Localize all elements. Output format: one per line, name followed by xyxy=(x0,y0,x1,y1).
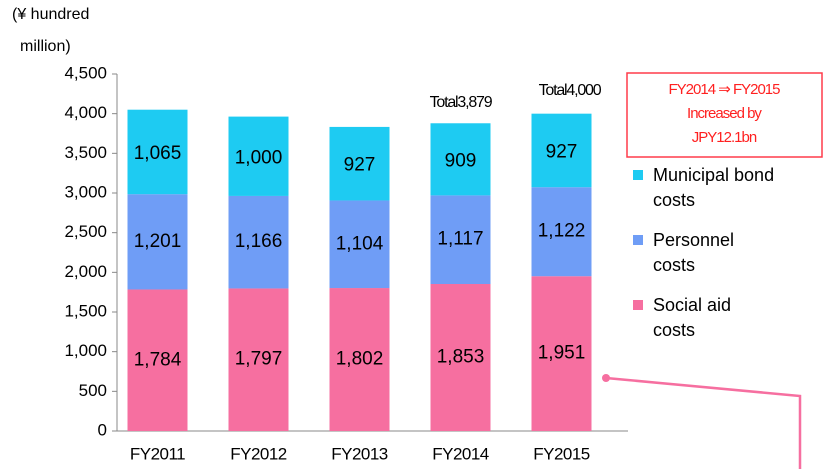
x-tick-label: FY2015 xyxy=(533,444,590,463)
y-tick-label: 3,500 xyxy=(64,143,107,162)
value-label: 1,853 xyxy=(437,347,485,368)
legend: Municipal bond costs Personnel costs Socia… xyxy=(633,163,813,358)
bar-segment xyxy=(228,195,289,289)
value-label: 927 xyxy=(546,141,578,162)
y-axis-label: million) xyxy=(20,38,71,55)
value-label: 1,802 xyxy=(336,349,384,370)
callout-text: Increased by xyxy=(687,105,762,122)
total-annotation: Total4,000 xyxy=(539,82,602,99)
y-tick-label: 500 xyxy=(79,381,107,400)
bar-segment xyxy=(329,288,390,431)
value-label: 1,117 xyxy=(437,229,483,250)
legend-swatch xyxy=(633,170,643,180)
bar-segment xyxy=(329,126,390,201)
y-tick-label: 1,000 xyxy=(64,341,107,360)
bar-segment xyxy=(127,289,188,431)
value-label: 1,122 xyxy=(538,221,586,242)
value-label: 1,201 xyxy=(134,231,182,252)
value-label: 1,000 xyxy=(235,147,283,168)
bar-segment xyxy=(127,194,188,290)
legend-label: Municipal bond costs xyxy=(653,165,775,210)
callout-line xyxy=(605,376,802,469)
callout-text: FY2014 ⇒ FY2015 xyxy=(669,81,781,98)
value-label: 1,784 xyxy=(134,349,182,370)
x-tick-label: FY2013 xyxy=(331,444,388,463)
y-tick-label: 4,500 xyxy=(64,63,107,82)
y-tick-label: 4,000 xyxy=(64,103,107,122)
value-label: 1,166 xyxy=(235,231,283,252)
value-label: 909 xyxy=(445,150,477,171)
legend-swatch xyxy=(633,300,643,310)
value-label: 1,951 xyxy=(538,343,586,364)
y-tick-label: 2,000 xyxy=(64,262,107,281)
bar-segment xyxy=(329,200,390,289)
callout-box xyxy=(626,72,823,158)
value-label: 1,104 xyxy=(336,233,384,254)
x-tick-label: FY2012 xyxy=(230,444,287,463)
bar-segment xyxy=(228,288,289,431)
bar-segment xyxy=(430,195,491,284)
callout-text: JPY12.1bn xyxy=(692,129,757,146)
y-tick-label: 3,000 xyxy=(64,182,107,201)
bar-segment xyxy=(228,116,289,196)
legend-item: Personnel costs xyxy=(633,228,813,278)
legend-swatch xyxy=(633,235,643,245)
bar-segment xyxy=(531,113,592,188)
x-tick-label: FY2014 xyxy=(432,444,489,463)
bar-segment xyxy=(127,109,188,195)
value-label: 927 xyxy=(344,155,376,176)
y-axis-label: (¥ hundred xyxy=(12,6,89,23)
callout-dot xyxy=(602,374,610,382)
bar-segment xyxy=(531,187,592,277)
x-tick-label: FY2011 xyxy=(130,444,185,463)
bar-segment xyxy=(430,283,491,431)
y-tick-label: 2,500 xyxy=(64,222,107,241)
y-tick-label: 1,500 xyxy=(64,301,107,320)
value-label: 1,065 xyxy=(134,143,182,164)
y-tick-label: 0 xyxy=(98,420,107,439)
total-annotation: Total3,879 xyxy=(430,94,493,111)
bar-segment xyxy=(531,276,592,431)
legend-item: Municipal bond costs xyxy=(633,163,813,213)
legend-label: Personnel costs xyxy=(653,230,735,275)
bar-segment xyxy=(430,123,491,196)
legend-item: Social aid costs xyxy=(633,293,813,343)
legend-label: Social aid costs xyxy=(653,295,732,340)
value-label: 1,797 xyxy=(235,349,283,370)
